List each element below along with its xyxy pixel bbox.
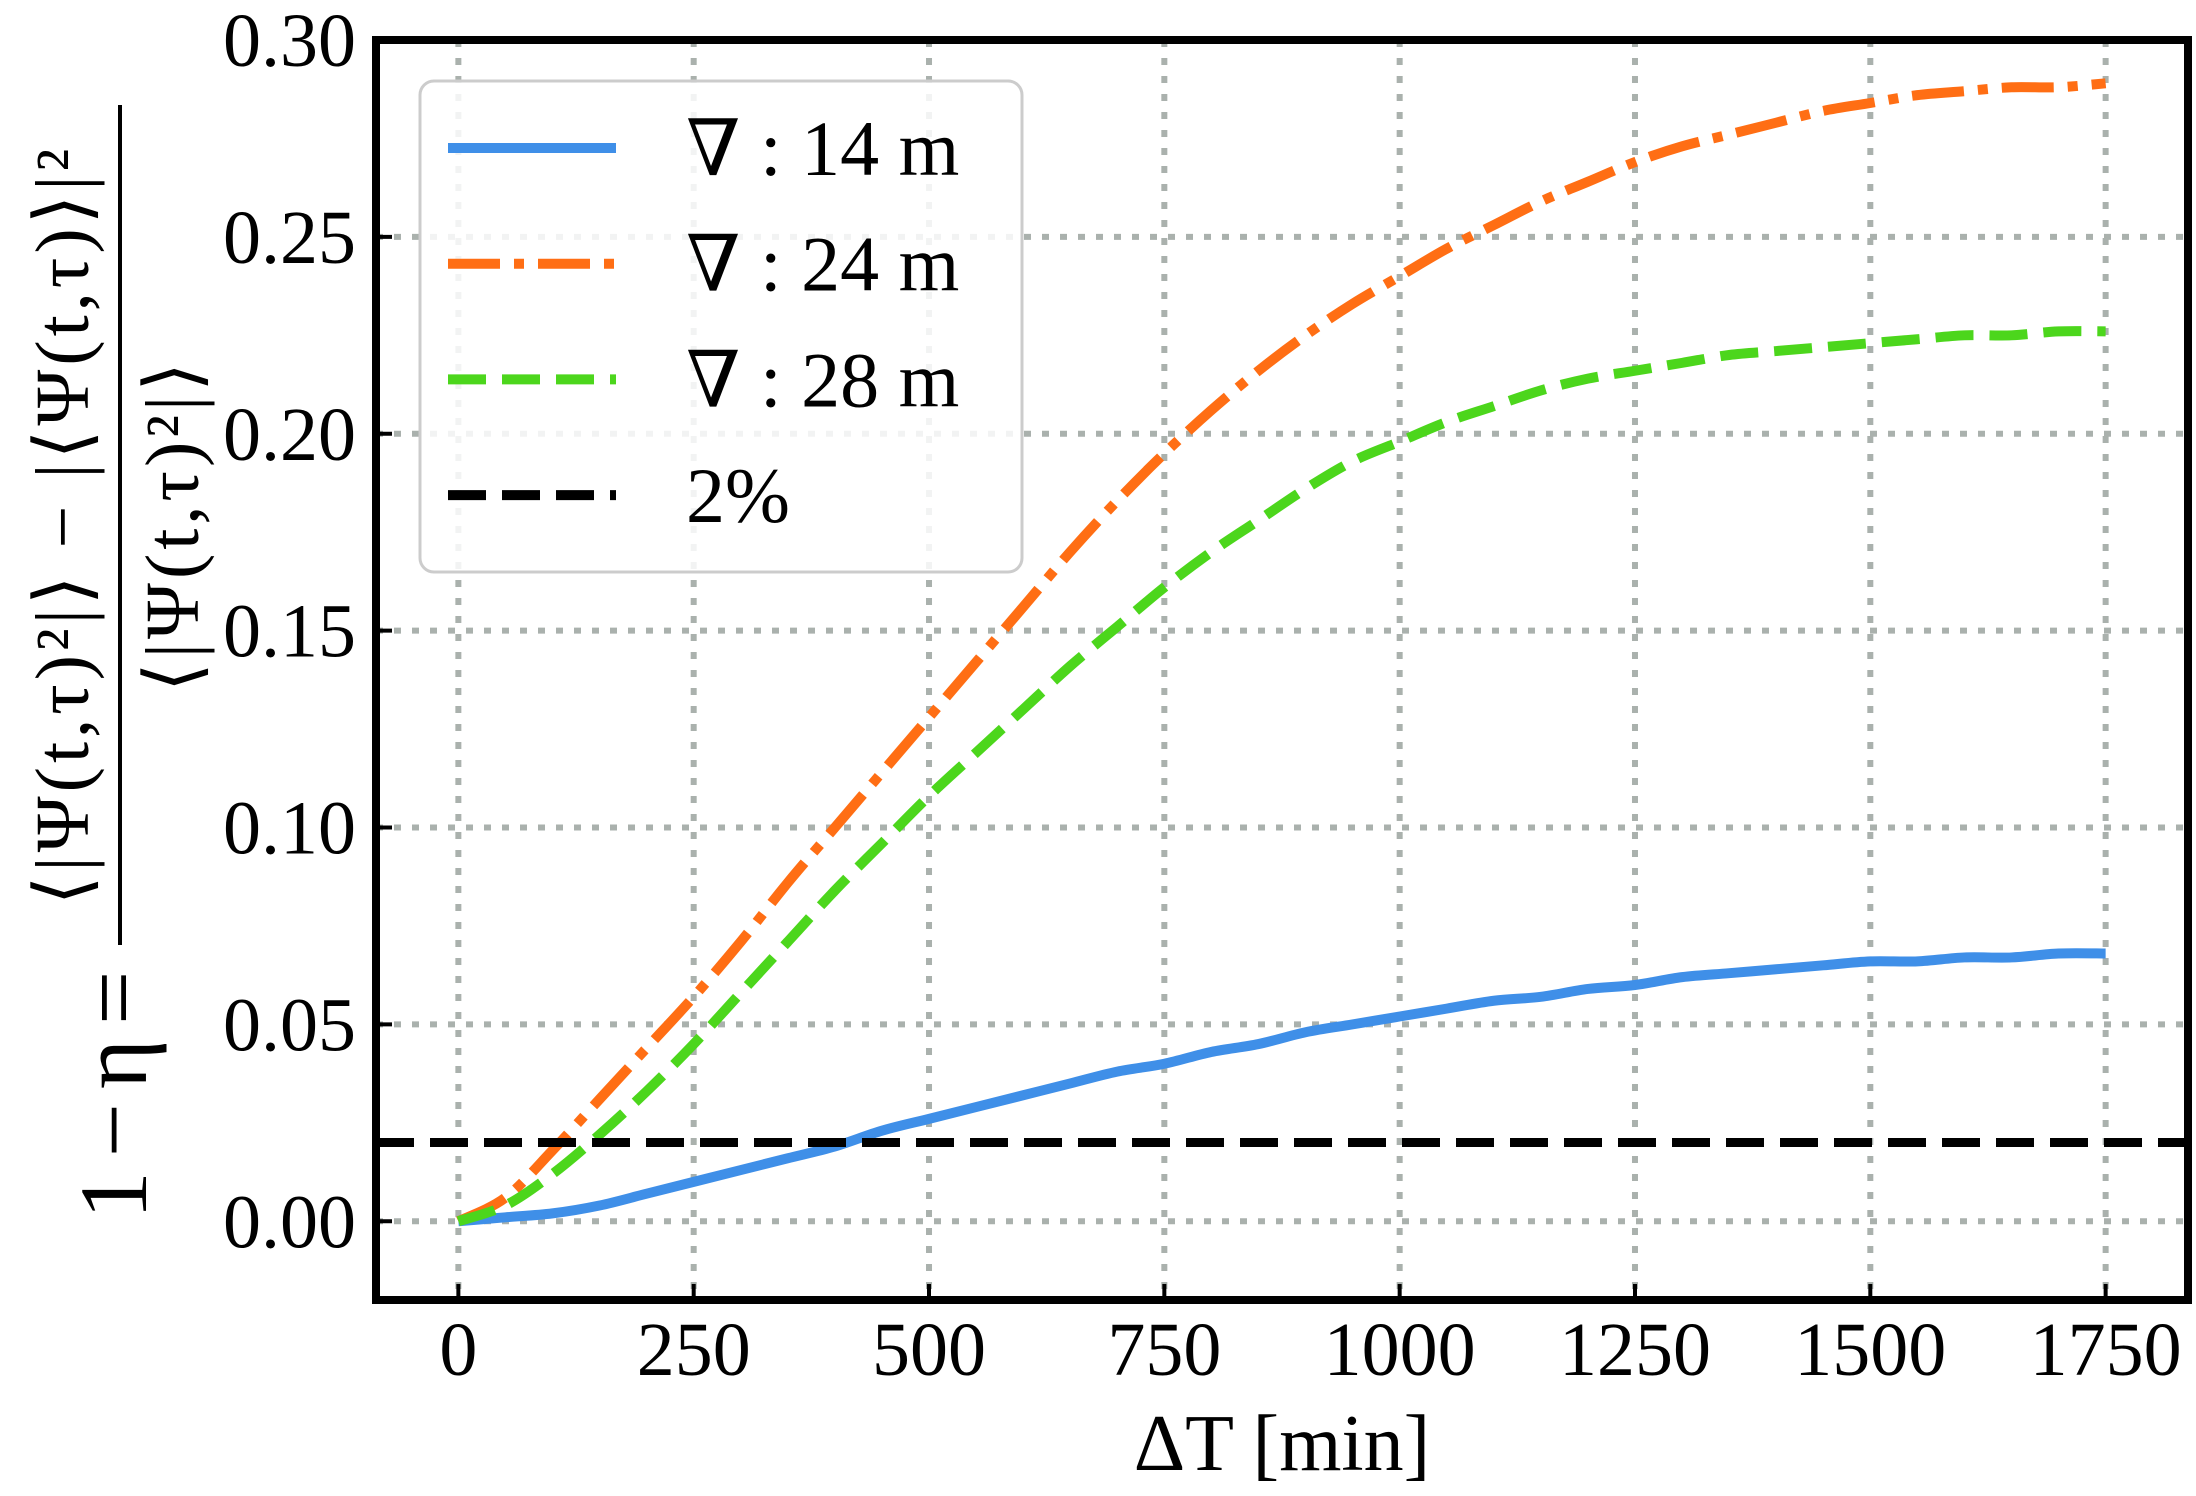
x-tick-label: 0 [439, 1308, 477, 1392]
legend-label: 2% [686, 452, 790, 539]
y-axis-label-denominator: ⟨|Ψ(t,τ)²|⟩ [131, 358, 215, 692]
x-tick-label: 1000 [1324, 1308, 1476, 1392]
axes-frame [372, 36, 2192, 1304]
y-tick-label: 0.00 [223, 1180, 356, 1264]
grid [376, 37, 2188, 1300]
series-lines [376, 78, 2188, 1227]
y-tick-labels: 0.00 0.05 0.10 0.15 0.20 0.25 0.30 [223, 0, 356, 1264]
y-tick-label: 0.30 [223, 0, 356, 83]
legend-label: ∇ : 28 m [686, 336, 959, 423]
x-tick-label: 1500 [1794, 1308, 1946, 1392]
series-line-2 [456, 326, 2106, 1227]
y-axis-label: 1 − η = ⟨|Ψ(t,τ)²|⟩ − |⟨Ψ(t,τ)⟩|² ⟨|Ψ(t,… [21, 105, 215, 1219]
x-tick-label: 1250 [1559, 1308, 1711, 1392]
legend-entry: 2% [448, 452, 790, 539]
y-tick-label: 0.25 [223, 196, 356, 280]
x-tick-label: 1750 [2030, 1308, 2182, 1392]
series-line-0 [457, 948, 2106, 1227]
legend-entry: ∇ : 24 m [448, 221, 959, 308]
x-tick-labels: 0 250 500 750 1000 1250 1500 1750 [439, 1308, 2181, 1392]
legend-label: ∇ : 24 m [686, 221, 959, 308]
x-tick-label: 750 [1107, 1308, 1221, 1392]
legend-label: ∇ : 14 m [686, 105, 959, 192]
x-axis-label: ΔT [min] [1134, 1400, 1431, 1488]
legend-box [418, 79, 1024, 574]
y-axis-label-numerator: ⟨|Ψ(t,τ)²|⟩ − |⟨Ψ(t,τ)⟩|² [21, 145, 105, 906]
legend: ∇ : 14 m ∇ : 24 m ∇ : 28 m 2% [418, 79, 1024, 574]
y-tick-label: 0.10 [223, 787, 356, 871]
y-tick-label: 0.15 [223, 590, 356, 674]
legend-entry: ∇ : 14 m [448, 105, 959, 192]
y-tick-label: 0.05 [223, 983, 356, 1067]
series-line-1 [456, 78, 2107, 1226]
legend-entry: ∇ : 28 m [448, 336, 959, 423]
y-tick-label: 0.20 [223, 393, 356, 477]
x-tick-label: 250 [637, 1308, 751, 1392]
y-axis-label-lhs: 1 − η = [60, 971, 167, 1219]
x-tick-label: 500 [872, 1308, 986, 1392]
